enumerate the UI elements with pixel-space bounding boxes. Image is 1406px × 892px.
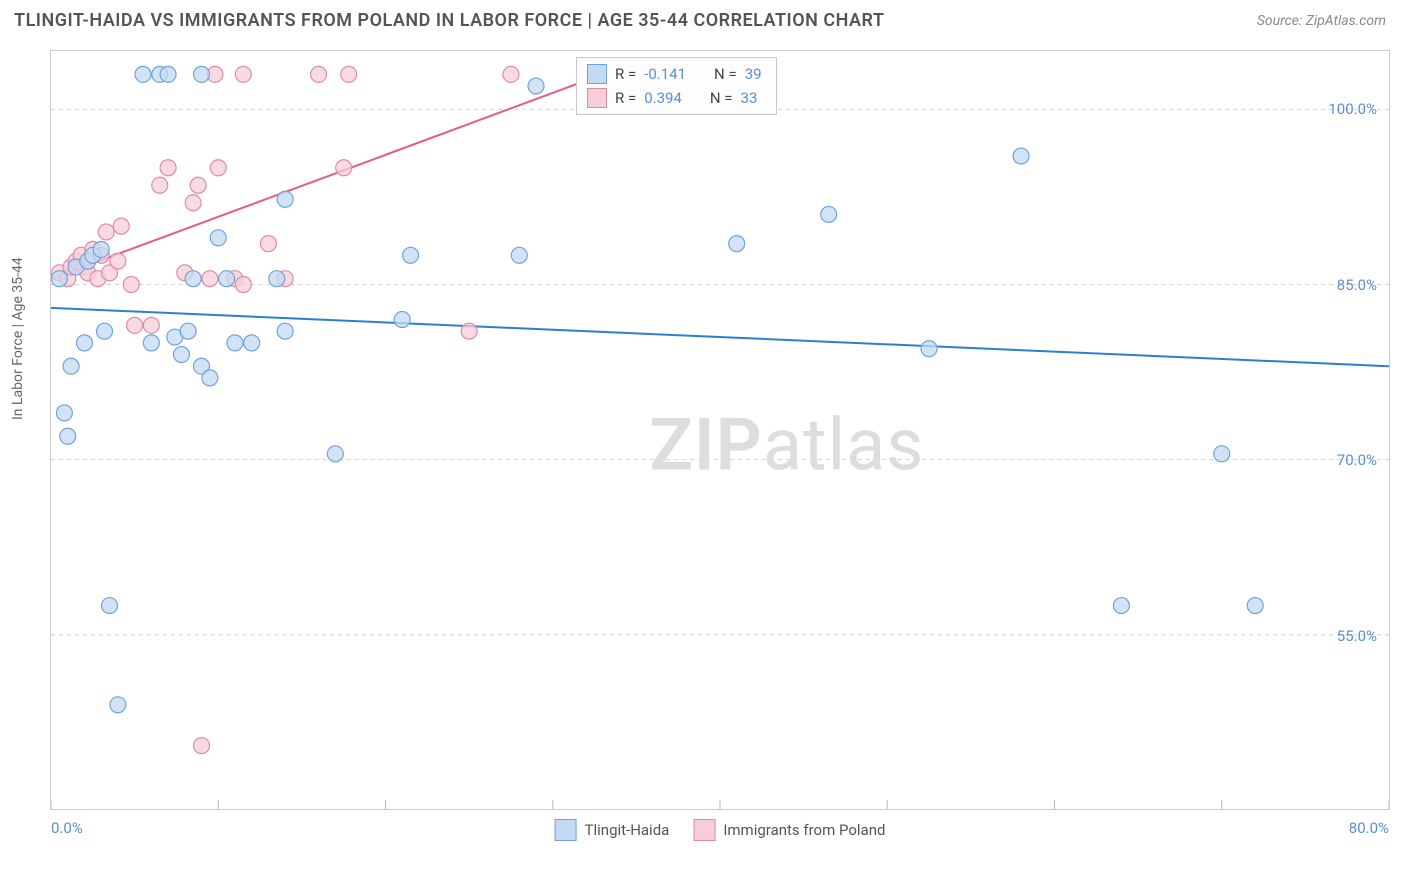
scatter-point (921, 341, 937, 357)
scatter-point (503, 66, 519, 82)
correlation-legend: R = -0.141N = 39 R = 0.394N = 33 (576, 57, 777, 115)
scatter-point (194, 738, 210, 754)
scatter-point (56, 405, 72, 421)
scatter-point (185, 195, 201, 211)
scatter-point (235, 66, 251, 82)
scatter-point (160, 66, 176, 82)
scatter-point (194, 66, 210, 82)
scatter-point (93, 241, 109, 257)
x-max-label: 80.0% (1349, 819, 1389, 837)
scatter-point (1013, 148, 1029, 164)
scatter-point (143, 335, 159, 351)
y-tick-label: 85.0% (1337, 276, 1377, 294)
scatter-point (143, 317, 159, 333)
scatter-point (311, 66, 327, 82)
scatter-point (1247, 598, 1263, 614)
scatter-point (227, 335, 243, 351)
scatter-point (1113, 598, 1129, 614)
scatter-point (102, 598, 118, 614)
scatter-point (511, 247, 527, 263)
y-axis-label: In Labor Force | Age 35-44 (10, 257, 26, 420)
legend-swatch (587, 64, 607, 84)
series-legend-item: Immigrants from Poland (693, 819, 885, 841)
legend-row: R = -0.141N = 39 (587, 64, 762, 84)
scatter-point (394, 312, 410, 328)
scatter-point (202, 271, 218, 287)
scatter-point (403, 247, 419, 263)
scatter-point (277, 191, 293, 207)
scatter-point (110, 697, 126, 713)
scatter-point (269, 271, 285, 287)
scatter-point (123, 277, 139, 293)
y-tick-label: 100.0% (1328, 100, 1377, 118)
y-tick-label: 70.0% (1337, 451, 1377, 469)
scatter-point (461, 323, 477, 339)
scatter-point (51, 271, 67, 287)
legend-swatch (693, 819, 715, 841)
scatter-point (180, 323, 196, 339)
series-legend: Tlingit-Haida Immigrants from Poland (555, 819, 886, 841)
scatter-point (202, 370, 218, 386)
scatter-point (185, 271, 201, 287)
scatter-point (244, 335, 260, 351)
x-min-label: 0.0% (51, 819, 83, 837)
legend-swatch (587, 88, 607, 108)
scatter-point (528, 78, 544, 94)
scatter-point (127, 317, 143, 333)
scatter-point (60, 428, 76, 444)
legend-swatch (555, 819, 577, 841)
scatter-point (63, 358, 79, 374)
plot-svg (51, 51, 1389, 810)
scatter-point (336, 160, 352, 176)
scatter-point (235, 277, 251, 293)
scatter-point (327, 446, 343, 462)
chart-title: TLINGIT-HAIDA VS IMMIGRANTS FROM POLAND … (14, 10, 884, 31)
scatter-point (277, 323, 293, 339)
scatter-point (190, 177, 206, 193)
scatter-point (135, 66, 151, 82)
scatter-point (210, 230, 226, 246)
legend-row: R = 0.394N = 33 (587, 88, 762, 108)
scatter-point (160, 160, 176, 176)
scatter-point (821, 206, 837, 222)
scatter-point (341, 66, 357, 82)
scatter-point (729, 236, 745, 252)
chart-area: ZIPatlas R = -0.141N = 39R = 0.394N = 33… (50, 50, 1390, 810)
scatter-point (97, 323, 113, 339)
scatter-point (110, 253, 126, 269)
scatter-point (210, 160, 226, 176)
scatter-point (1214, 446, 1230, 462)
series-legend-item: Tlingit-Haida (555, 819, 670, 841)
source-label: Source: ZipAtlas.com (1257, 13, 1386, 29)
scatter-point (98, 224, 114, 240)
scatter-point (173, 347, 189, 363)
scatter-point (152, 177, 168, 193)
scatter-point (219, 271, 235, 287)
scatter-point (113, 218, 129, 234)
scatter-point (260, 236, 276, 252)
y-tick-label: 55.0% (1337, 627, 1377, 645)
scatter-point (76, 335, 92, 351)
